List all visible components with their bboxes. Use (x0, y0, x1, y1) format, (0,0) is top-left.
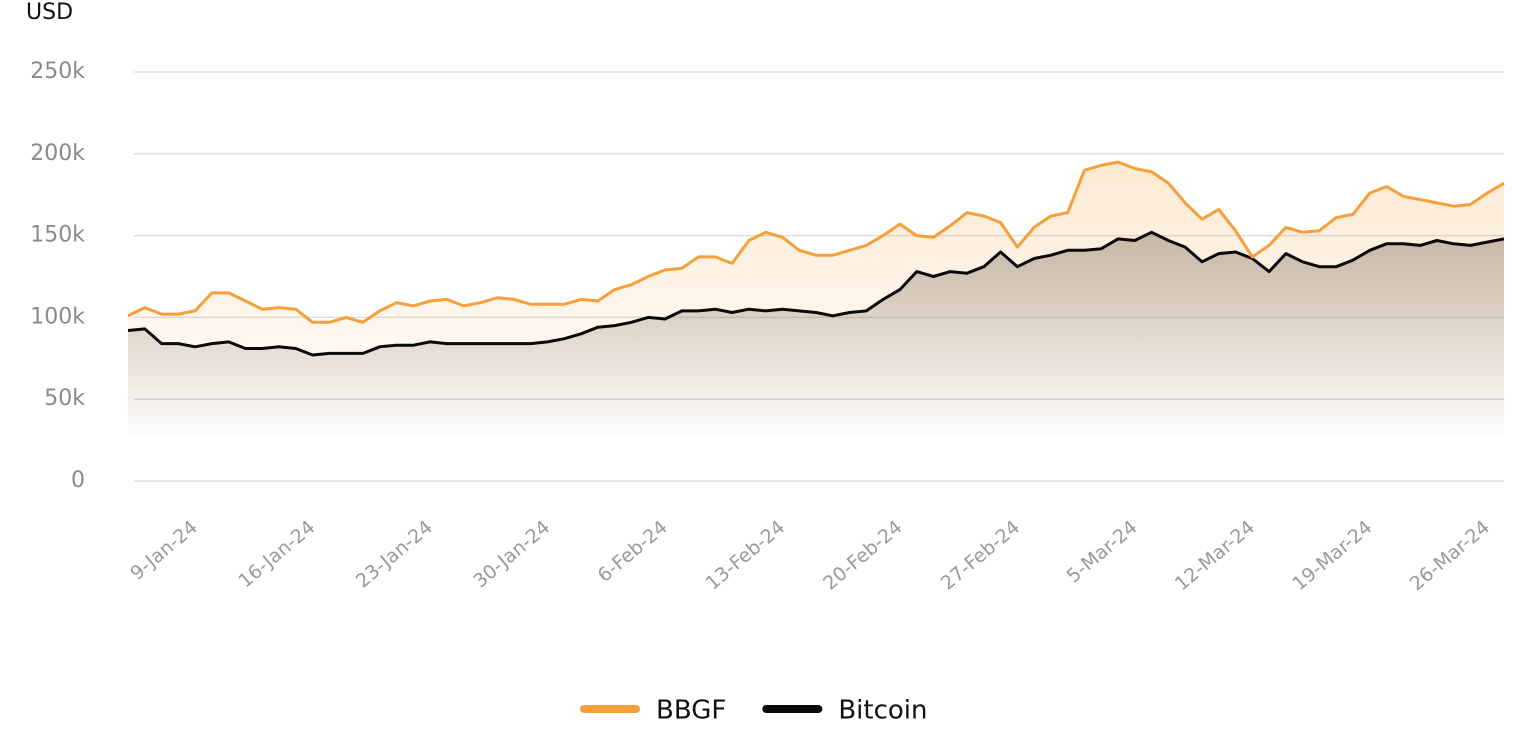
x-tick-label: 27-Feb-24 (937, 516, 1024, 594)
x-tick-label: 9-Jan-24 (126, 516, 202, 584)
x-tick-label: 6-Feb-24 (594, 516, 672, 587)
y-tick-label: 50k (44, 386, 85, 411)
x-tick-label: 5-Mar-24 (1063, 516, 1142, 587)
x-tick-label: 16-Jan-24 (234, 516, 319, 592)
legend-label: BBGF (656, 696, 726, 726)
line (127, 230, 1505, 357)
x-tick-label: 23-Jan-24 (352, 516, 437, 592)
y-tick-label: 200k (30, 141, 85, 166)
y-tick-label: 0 (71, 468, 85, 493)
y-tick-label: 250k (30, 59, 85, 84)
x-tick-label: 26-Mar-24 (1406, 516, 1494, 595)
y-axis-label: USD (26, 0, 73, 25)
x-tick-label: 12-Mar-24 (1171, 516, 1259, 595)
x-tick-label: 19-Mar-24 (1288, 516, 1376, 595)
legend-label: Bitcoin (838, 696, 927, 726)
x-tick-label: 30-Jan-24 (469, 516, 554, 592)
x-tick-label: 20-Feb-24 (819, 516, 906, 594)
y-tick-label: 100k (30, 304, 85, 329)
area (128, 232, 1504, 481)
x-tick-label: 13-Feb-24 (702, 516, 789, 594)
y-tick-label: 150k (30, 223, 85, 248)
line (127, 160, 1505, 324)
